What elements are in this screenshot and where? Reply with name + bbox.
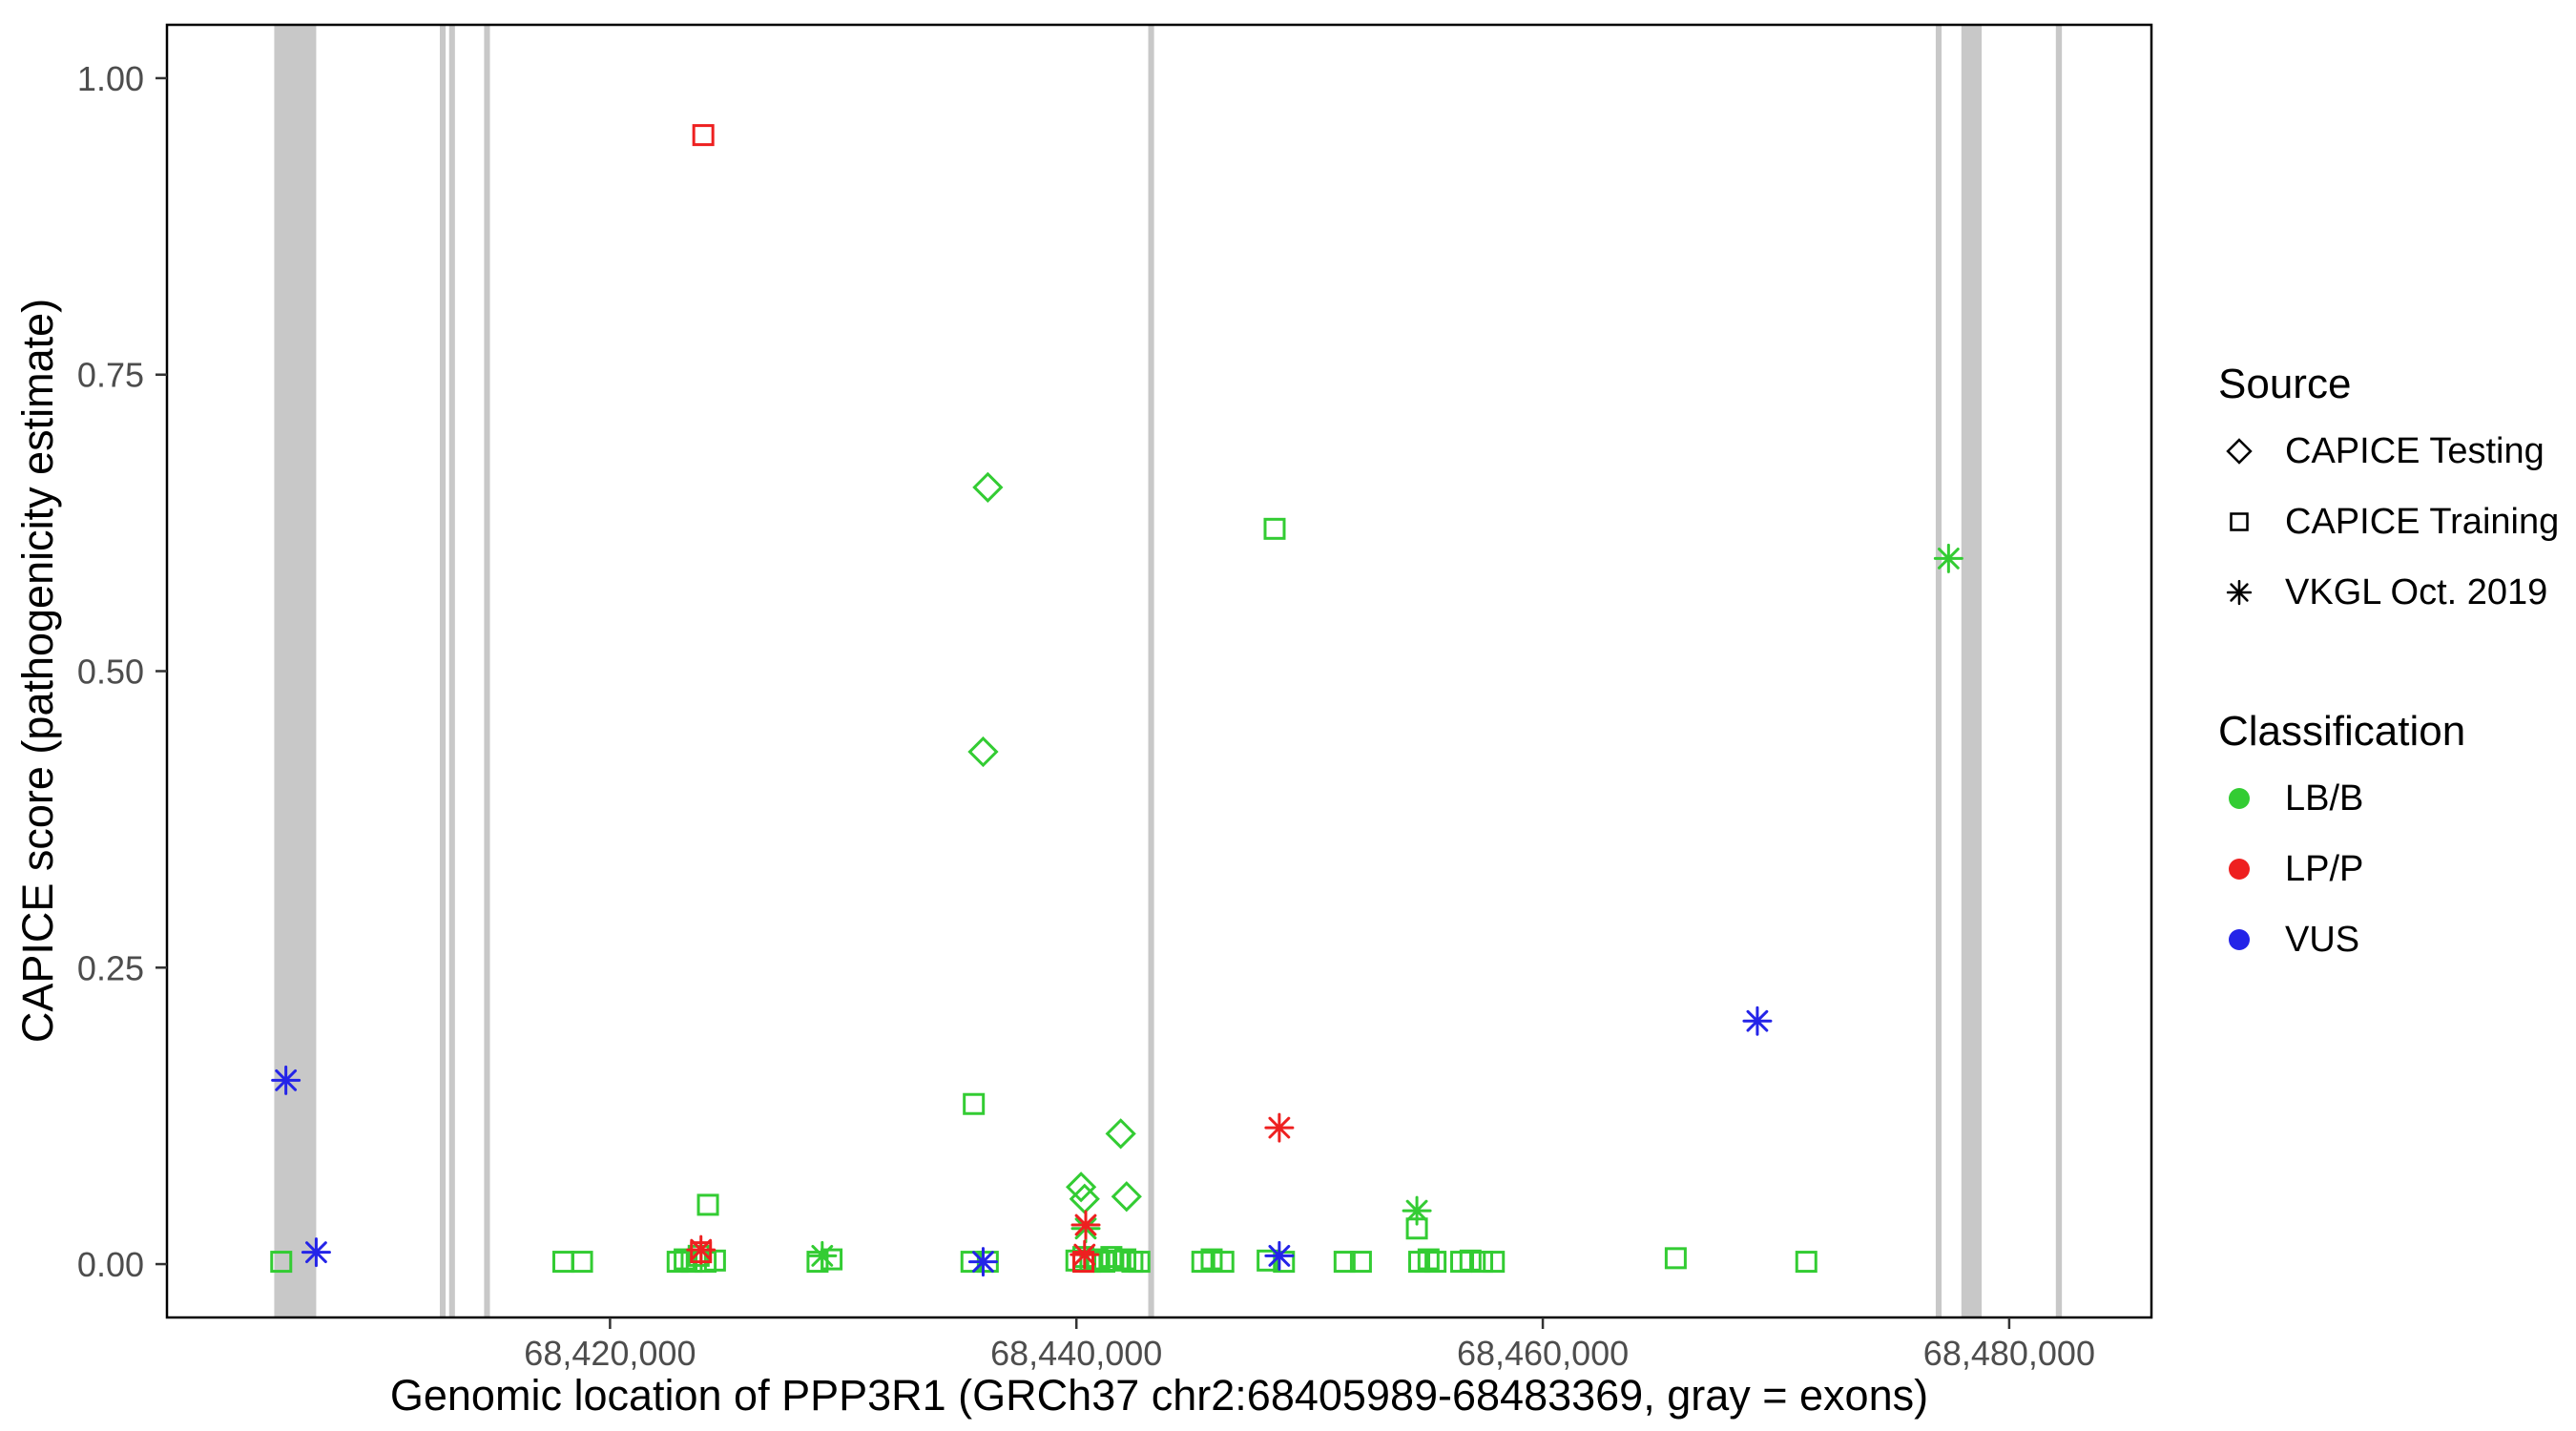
svg-text:68,480,000: 68,480,000	[1923, 1334, 2095, 1373]
x-axis-title: Genomic location of PPP3R1 (GRCh37 chr2:…	[390, 1371, 1928, 1420]
legend-item-lpp: LP/P	[2218, 834, 2559, 904]
legend-item-vkgl: VKGL Oct. 2019	[2218, 557, 2559, 628]
svg-text:0.75: 0.75	[77, 356, 144, 395]
legend-item-vus: VUS	[2218, 904, 2559, 975]
y-axis-title: CAPICE score (pathogenicity estimate)	[13, 299, 62, 1043]
square-marker-icon	[2230, 512, 2249, 531]
legend-source-title: Source	[2218, 361, 2352, 407]
legend-item-label: CAPICE Training	[2285, 501, 2560, 542]
svg-text:1.00: 1.00	[77, 59, 144, 98]
svg-text:68,460,000: 68,460,000	[1457, 1334, 1629, 1373]
legend-item-label: LB/B	[2285, 778, 2364, 819]
green-dot-icon	[2229, 788, 2250, 809]
legend-item-label: VUS	[2285, 919, 2360, 960]
legend-item-capice-training: CAPICE Training	[2218, 487, 2559, 557]
legend-item-label: LP/P	[2285, 848, 2364, 889]
panel-border	[165, 23, 2153, 1319]
legend: Source CAPICE Testing CAPICE Training VK…	[2218, 353, 2559, 975]
legend-item-lbb: LB/B	[2218, 763, 2559, 834]
legend-item-label: CAPICE Testing	[2285, 430, 2545, 471]
legend-spacer	[2218, 628, 2559, 700]
svg-text:68,440,000: 68,440,000	[990, 1334, 1162, 1373]
y-axis-ticks: 0.00 0.25 0.50 0.75 1.00	[77, 59, 167, 1284]
svg-text:68,420,000: 68,420,000	[524, 1334, 696, 1373]
x-axis-ticks: 68,420,000 68,440,000 68,460,000 68,480,000	[524, 1317, 2095, 1373]
asterisk-marker-icon	[2226, 579, 2253, 606]
legend-classification-title: Classification	[2218, 708, 2466, 755]
legend-item-capice-testing: CAPICE Testing	[2218, 416, 2559, 487]
exon-bars	[274, 25, 2063, 1317]
svg-text:0.50: 0.50	[77, 653, 144, 692]
legend-item-label: VKGL Oct. 2019	[2285, 571, 2548, 612]
svg-text:0.25: 0.25	[77, 948, 144, 987]
diamond-marker-icon	[2226, 438, 2253, 465]
blue-dot-icon	[2229, 929, 2250, 950]
data-points	[270, 124, 1963, 1277]
red-dot-icon	[2229, 859, 2250, 880]
svg-text:0.00: 0.00	[77, 1245, 144, 1284]
